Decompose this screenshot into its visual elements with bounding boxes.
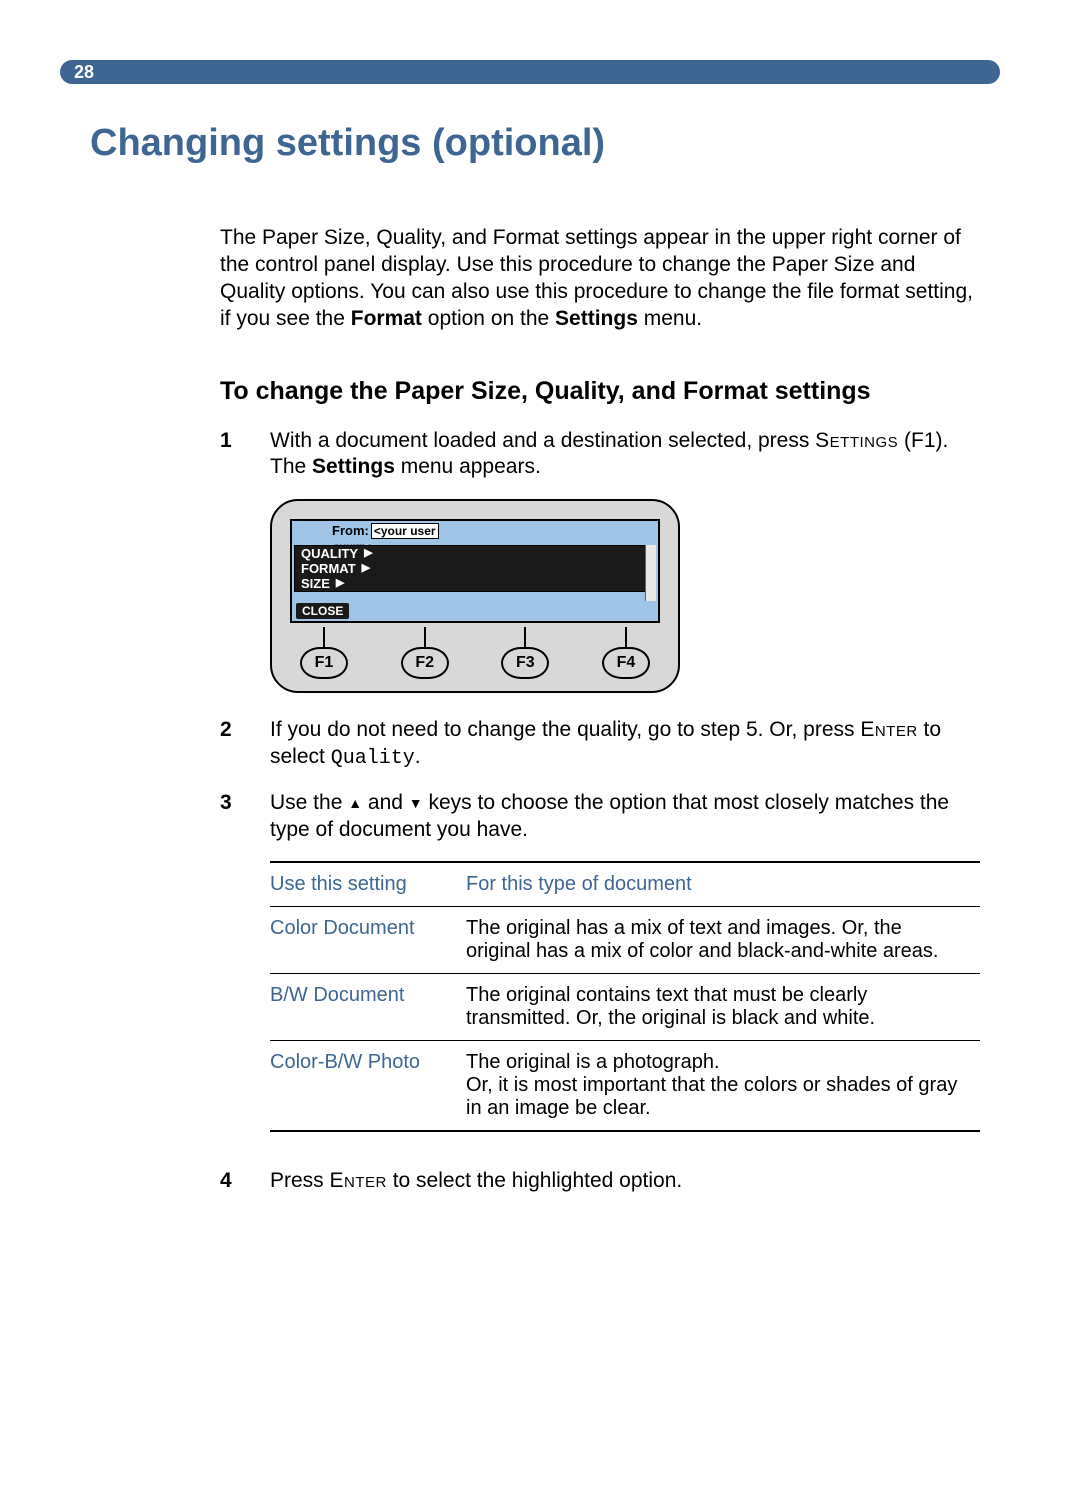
section-heading: To change the Paper Size, Quality, and F… xyxy=(220,377,980,406)
intro-paragraph: The Paper Size, Quality, and Format sett… xyxy=(220,225,980,333)
step1-a: With a document loaded and a destination… xyxy=(270,429,815,452)
intro-text-3: menu. xyxy=(638,307,702,330)
step-number: 4 xyxy=(220,1168,270,1195)
step-1: 1 With a document loaded and a destinati… xyxy=(220,428,980,482)
intro-settings-word: Settings xyxy=(555,307,638,330)
step-4: 4 Press Enter to select the highlighted … xyxy=(220,1168,980,1195)
step1-tail: menu appears. xyxy=(395,455,541,478)
intro-text-2: option on the xyxy=(422,307,555,330)
f2-col: F2 xyxy=(395,627,455,679)
menu-format-label: FORMAT xyxy=(301,561,356,576)
step-text: Use the ▲ and ▼ keys to choose the optio… xyxy=(270,790,980,844)
step-number: 1 xyxy=(220,428,270,482)
f3-button: F3 xyxy=(501,647,549,679)
page-title: Changing settings (optional) xyxy=(90,122,1000,165)
step-text: If you do not need to change the quality… xyxy=(270,717,980,771)
step2-enter: Enter xyxy=(860,718,917,741)
f1-col: F1 xyxy=(294,627,354,679)
desc-cell: The original contains text that must be … xyxy=(466,974,980,1041)
step4-enter: Enter xyxy=(330,1169,387,1192)
close-button-label: CLOSE xyxy=(296,603,349,619)
menu-item-size: SIZE ▶ xyxy=(295,576,655,591)
connector-line xyxy=(625,627,627,647)
menu-quality-label: QUALITY xyxy=(301,546,358,561)
step2-a: If you do not need to change the quality… xyxy=(270,718,860,741)
f4-col: F4 xyxy=(596,627,656,679)
step3-a: Use the xyxy=(270,791,348,814)
connector-line xyxy=(524,627,526,647)
table-row: Color Document The original has a mix of… xyxy=(270,907,980,974)
up-arrow-icon: ▲ xyxy=(348,795,362,813)
step-text: Press Enter to select the highlighted op… xyxy=(270,1168,980,1195)
f4-button: F4 xyxy=(602,647,650,679)
setting-cell: Color-B/W Photo xyxy=(270,1041,466,1132)
step1-settings-bold: Settings xyxy=(312,455,395,478)
desc-cell: The original is a photograph. Or, it is … xyxy=(466,1041,980,1132)
table-row: Color-B/W Photo The original is a photog… xyxy=(270,1041,980,1132)
step2-quality-mono: Quality xyxy=(331,747,415,770)
table-row: B/W Document The original contains text … xyxy=(270,974,980,1041)
step-2: 2 If you do not need to change the quali… xyxy=(220,717,980,771)
from-label: From: xyxy=(332,523,369,538)
panel-screen: From:<your user Subject: QUALITY▶ FORMAT… xyxy=(290,519,660,623)
arrow-right-icon: ▶ xyxy=(336,576,344,591)
step-number: 2 xyxy=(220,717,270,771)
col-header-setting: Use this setting xyxy=(270,862,466,907)
step2-tail: . xyxy=(415,745,421,768)
quality-settings-table: Use this setting For this type of docume… xyxy=(270,861,980,1132)
setting-cell: B/W Document xyxy=(270,974,466,1041)
step4-a: Press xyxy=(270,1169,330,1192)
body: The Paper Size, Quality, and Format sett… xyxy=(220,225,980,1195)
step-text: With a document loaded and a destination… xyxy=(270,428,980,482)
control-panel: From:<your user Subject: QUALITY▶ FORMAT… xyxy=(270,499,680,693)
f3-col: F3 xyxy=(495,627,555,679)
step4-b: to select the highlighted option. xyxy=(387,1169,682,1192)
col-header-desc: For this type of document xyxy=(466,862,980,907)
from-value-box: <your user xyxy=(371,523,439,539)
step-3: 3 Use the ▲ and ▼ keys to choose the opt… xyxy=(220,790,980,844)
page-number-bar: 28 xyxy=(60,60,1000,84)
menu-size-label: SIZE xyxy=(301,576,330,591)
arrow-right-icon: ▶ xyxy=(364,546,372,561)
control-panel-figure: From:<your user Subject: QUALITY▶ FORMAT… xyxy=(270,499,680,693)
table-header-row: Use this setting For this type of docume… xyxy=(270,862,980,907)
step1-settings-smallcaps: Settings xyxy=(815,429,898,452)
desc-cell: The original has a mix of text and image… xyxy=(466,907,980,974)
f1-button: F1 xyxy=(300,647,348,679)
scrollbar xyxy=(645,545,656,601)
down-arrow-icon: ▼ xyxy=(409,795,423,813)
menu-item-format: FORMAT ▶ xyxy=(295,561,655,576)
step-number: 3 xyxy=(220,790,270,844)
page-number: 28 xyxy=(74,62,94,83)
screen-from-line: From:<your user xyxy=(332,523,439,539)
connector-line xyxy=(424,627,426,647)
step3-b: and xyxy=(362,791,409,814)
f2-button: F2 xyxy=(401,647,449,679)
menu-item-quality: QUALITY ▶ xyxy=(295,546,655,561)
settings-menu: QUALITY▶ FORMAT▶ SIZE▶ xyxy=(294,545,656,592)
document-page: 28 Changing settings (optional) The Pape… xyxy=(0,0,1080,1495)
setting-cell: Color Document xyxy=(270,907,466,974)
connector-line xyxy=(323,627,325,647)
intro-format-word: Format xyxy=(351,307,422,330)
arrow-right-icon: ▶ xyxy=(362,561,370,576)
function-key-row: F1 F2 F3 F4 xyxy=(290,627,660,679)
